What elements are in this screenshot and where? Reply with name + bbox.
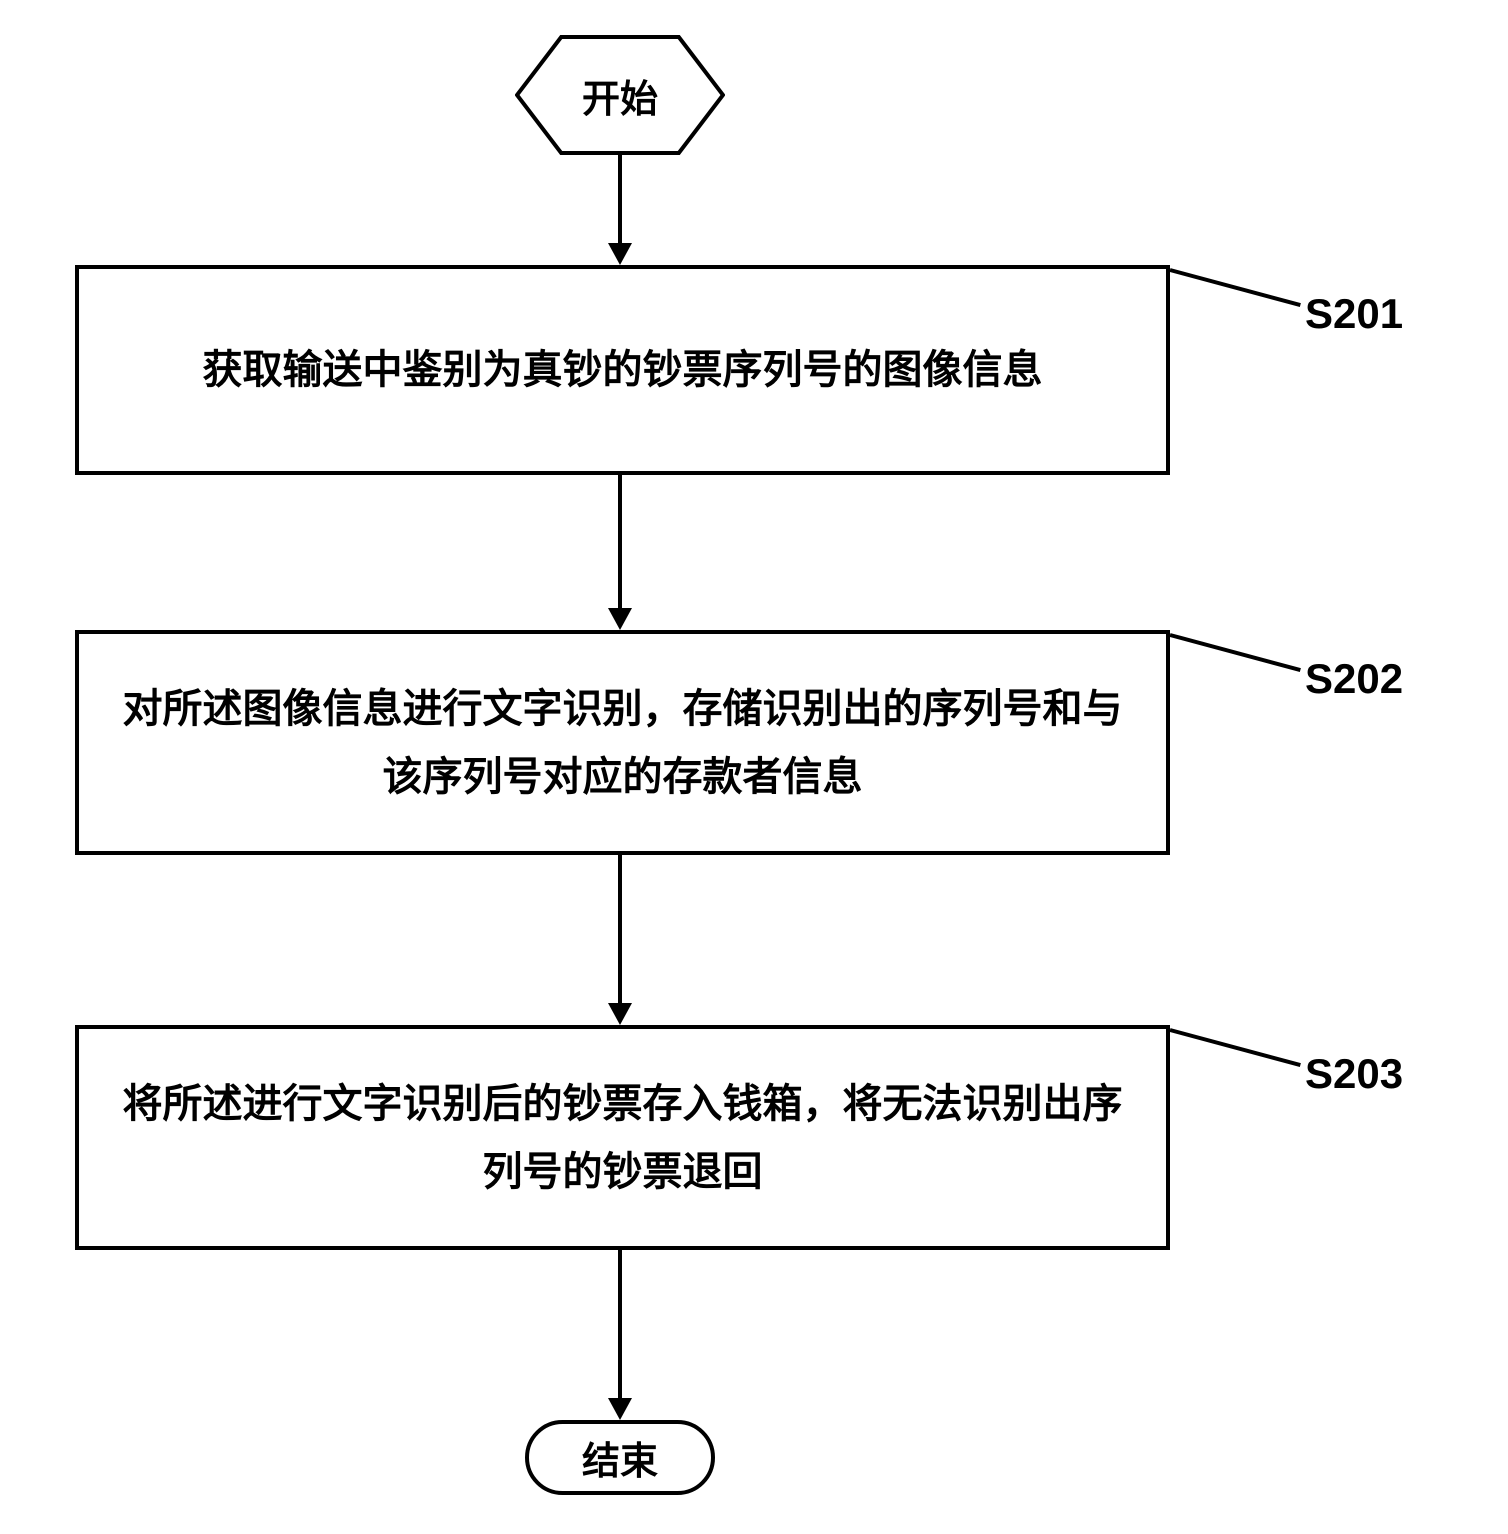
label-connector	[1169, 633, 1300, 672]
label-connector	[1169, 1028, 1300, 1067]
arrow-head-icon	[608, 1398, 632, 1420]
arrow-head-icon	[608, 608, 632, 630]
step-text: 将所述进行文字识别后的钞票存入钱箱，将无法识别出序列号的钞票退回	[119, 1070, 1126, 1206]
label-connector	[1169, 268, 1300, 307]
end-node: 结束	[525, 1420, 715, 1495]
arrow-line	[618, 1250, 622, 1398]
step-text: 获取输送中鉴别为真钞的钞票序列号的图像信息	[203, 336, 1043, 404]
start-node: 开始	[515, 35, 725, 155]
step-box-S203: 将所述进行文字识别后的钞票存入钱箱，将无法识别出序列号的钞票退回	[75, 1025, 1170, 1250]
step-label-S203: S203	[1305, 1050, 1403, 1098]
start-label: 开始	[582, 68, 658, 123]
step-text: 对所述图像信息进行文字识别，存储识别出的序列号和与该序列号对应的存款者信息	[119, 675, 1126, 811]
step-label-S202: S202	[1305, 655, 1403, 703]
arrow-head-icon	[608, 1003, 632, 1025]
step-label-S201: S201	[1305, 290, 1403, 338]
arrow-line	[618, 855, 622, 1003]
step-box-S202: 对所述图像信息进行文字识别，存储识别出的序列号和与该序列号对应的存款者信息	[75, 630, 1170, 855]
step-box-S201: 获取输送中鉴别为真钞的钞票序列号的图像信息	[75, 265, 1170, 475]
arrow-line	[618, 155, 622, 243]
arrow-line	[618, 475, 622, 608]
arrow-head-icon	[608, 243, 632, 265]
end-label: 结束	[582, 1430, 658, 1485]
